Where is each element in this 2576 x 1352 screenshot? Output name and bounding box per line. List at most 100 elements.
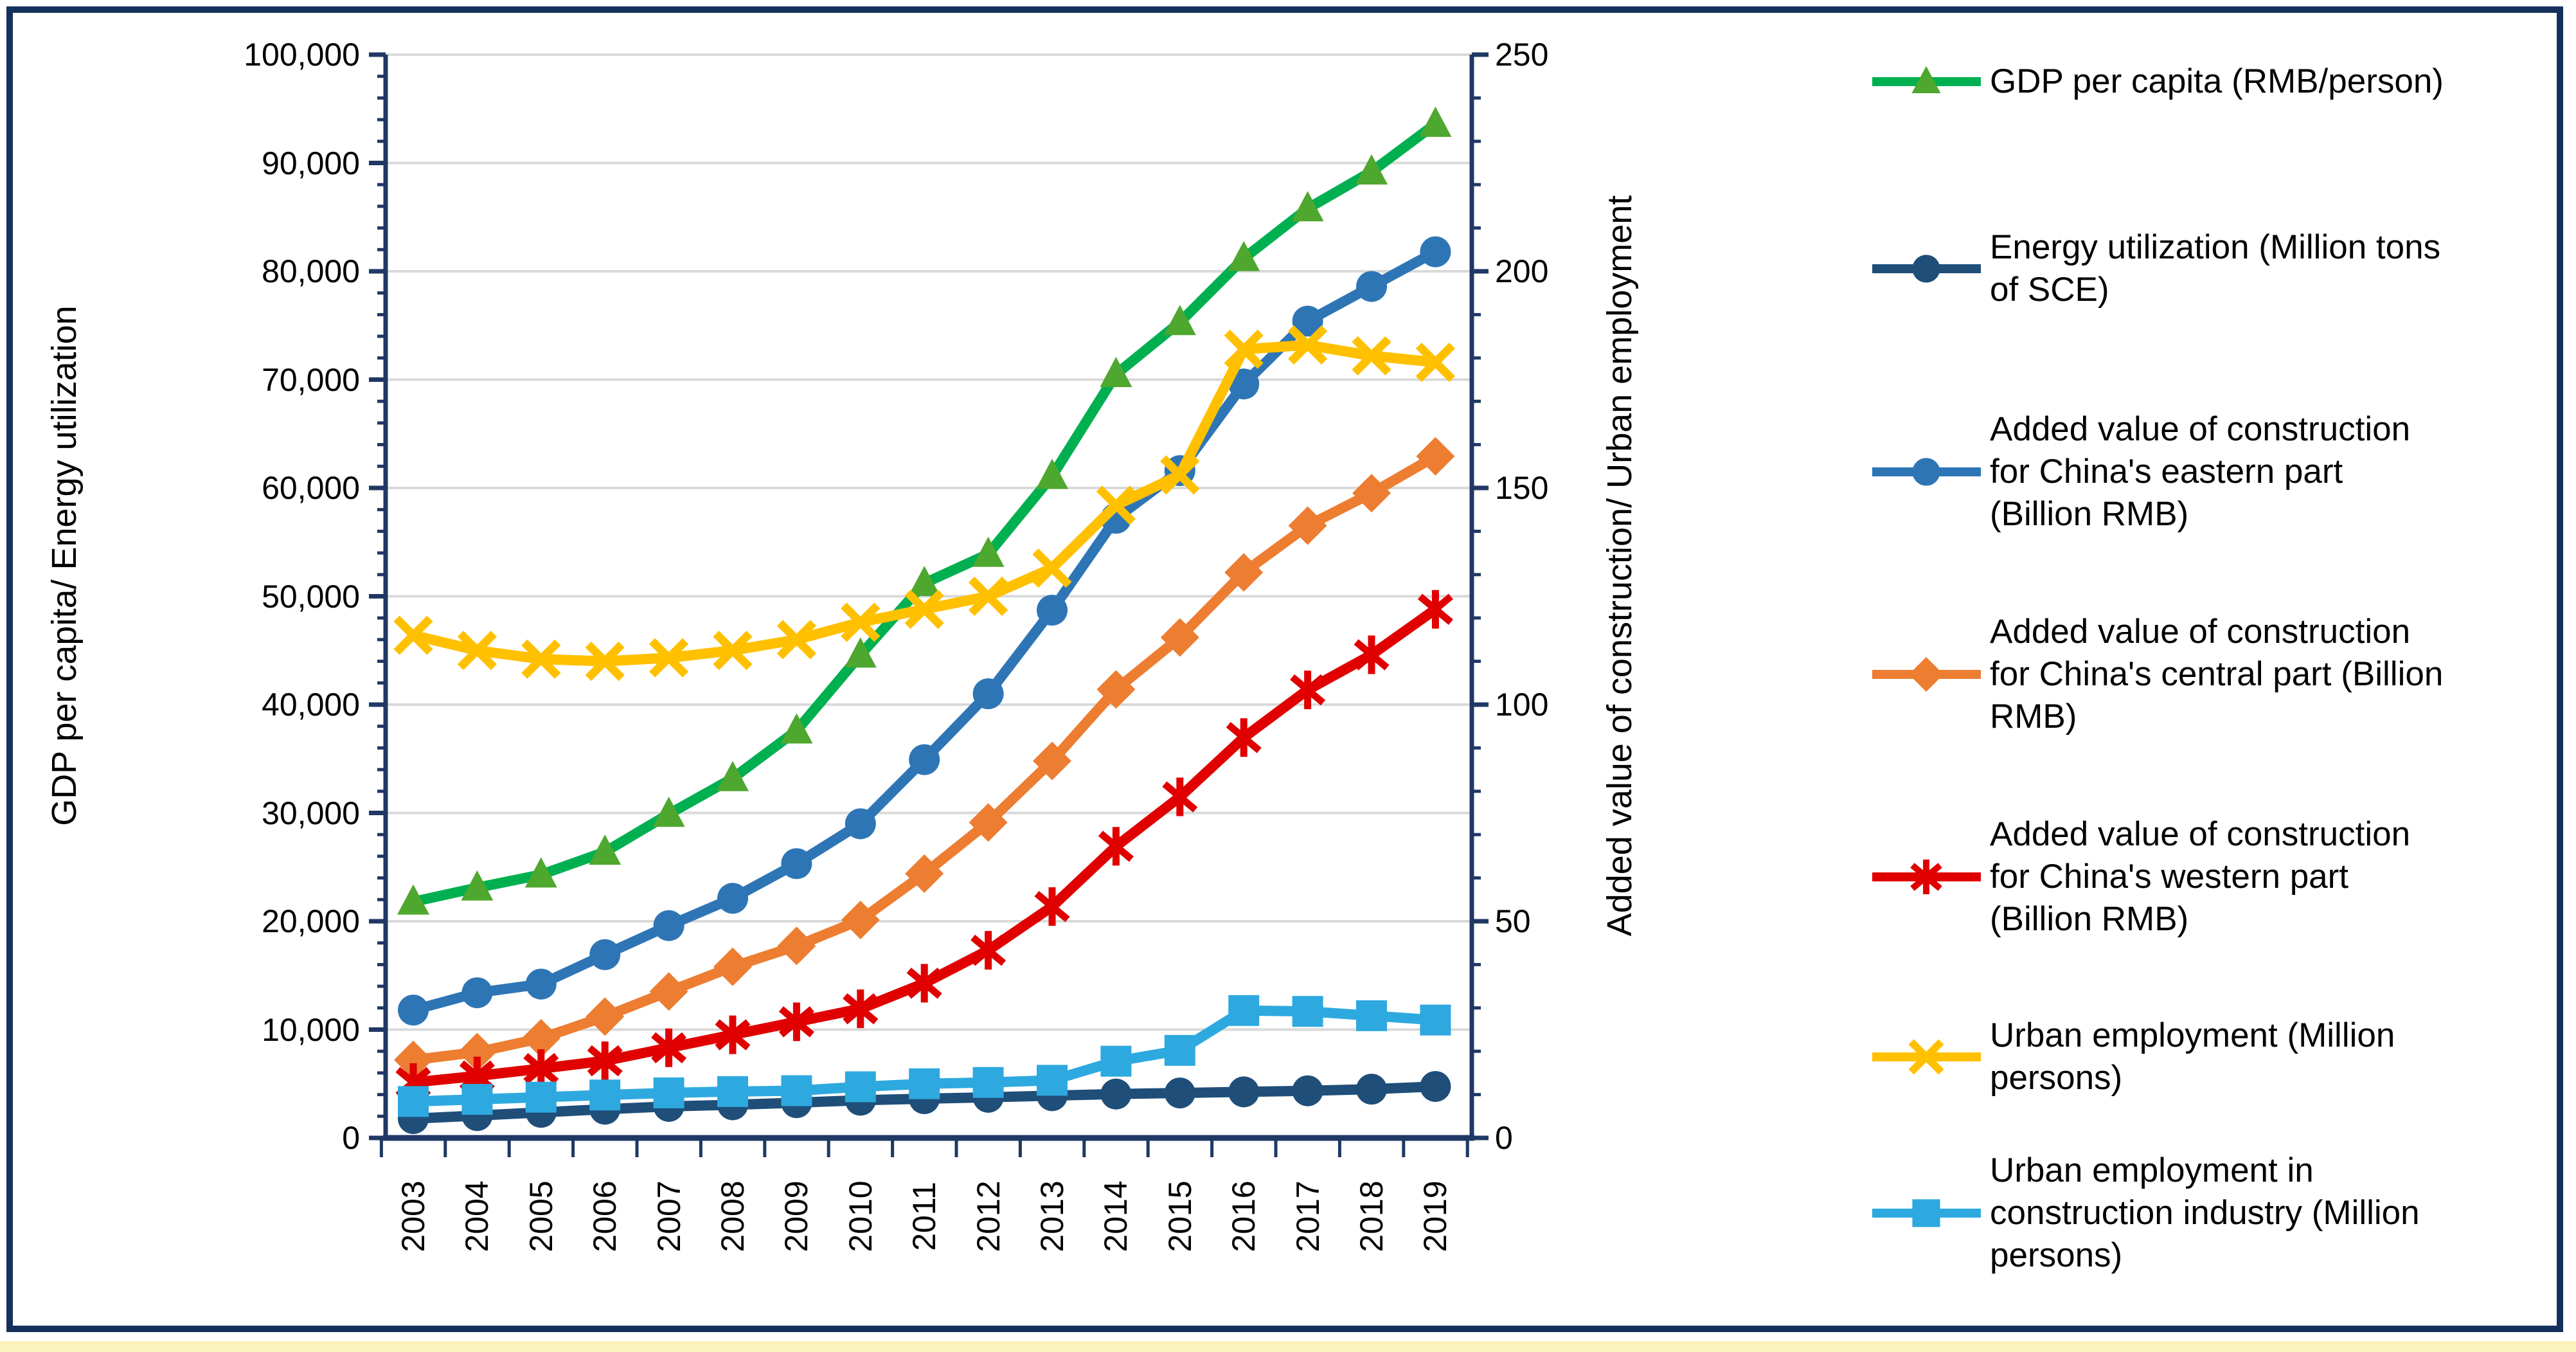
triangle-marker	[652, 797, 685, 827]
circle-marker	[1292, 1075, 1323, 1106]
line	[587, 1045, 623, 1077]
left-tick-label: 90,000	[262, 145, 360, 181]
series-6	[398, 995, 1451, 1117]
line	[776, 620, 816, 660]
square-marker	[1420, 1004, 1451, 1036]
legend-label: Urban employment (Million persons)	[1990, 1016, 2395, 1097]
circle-marker	[1356, 271, 1387, 302]
left-tick-label: 80,000	[262, 253, 360, 289]
line	[651, 1032, 687, 1064]
circle-marker	[1912, 458, 1940, 486]
left-tick-label: 20,000	[262, 903, 360, 939]
diamond-marker	[969, 803, 1008, 842]
year-label-2014: 2014	[1098, 1180, 1134, 1252]
circle-marker	[909, 744, 940, 775]
asterisk-marker	[523, 1049, 559, 1088]
square-marker	[461, 1084, 493, 1115]
line	[1226, 721, 1262, 753]
circle-marker	[1228, 1076, 1260, 1108]
x-marker	[1032, 548, 1072, 588]
legend-marker-asterisk-icon	[1867, 854, 1986, 899]
asterisk-marker	[1417, 590, 1453, 629]
series-line-2	[408, 246, 1441, 1016]
asterisk-marker	[906, 964, 942, 1003]
series-4	[395, 590, 1453, 1102]
circle-marker	[1292, 305, 1323, 337]
x-marker	[904, 590, 944, 629]
triangle-marker	[524, 857, 557, 888]
line	[1417, 593, 1453, 625]
line	[904, 590, 944, 629]
legend-label: GDP per capita (RMB/person)	[1990, 62, 2444, 100]
diamond-marker	[1160, 618, 1199, 657]
square-marker	[909, 1068, 940, 1099]
right-tick-label: 200	[1495, 253, 1549, 289]
asterisk-marker	[1910, 860, 1942, 894]
year-label-2012: 2012	[970, 1180, 1006, 1252]
legend-marker-triangle-icon	[1867, 59, 1986, 104]
line	[1415, 342, 1455, 383]
x-marker	[649, 638, 689, 678]
square-marker	[1292, 996, 1323, 1027]
triangle-marker	[461, 870, 494, 901]
triangle-marker	[844, 637, 877, 668]
asterisk-marker	[778, 1002, 814, 1041]
diamond-marker	[649, 972, 688, 1011]
line	[585, 642, 625, 681]
asterisk-marker	[1290, 671, 1326, 710]
diamond-marker	[521, 1018, 560, 1058]
square-marker	[781, 1075, 812, 1106]
line	[1908, 1039, 1944, 1075]
right-tick-label: 100	[1495, 687, 1549, 723]
diamond-marker	[905, 854, 944, 893]
line	[521, 639, 561, 679]
circle-marker	[589, 939, 621, 970]
square-marker	[398, 1086, 429, 1117]
x-marker	[841, 602, 881, 642]
year-label-2015: 2015	[1161, 1180, 1198, 1252]
circle-marker	[972, 678, 1004, 710]
diamond-marker	[1288, 506, 1327, 545]
diamond-marker	[1096, 670, 1136, 709]
legend-label: Added value of construction for China's …	[1990, 613, 2444, 735]
series-line-0	[408, 118, 1441, 907]
legend-item-6: Urban employment in construction industr…	[1867, 1149, 2555, 1277]
left-tick-label: 100,000	[244, 37, 360, 73]
square-marker	[717, 1076, 748, 1107]
diamond-marker	[1352, 474, 1391, 513]
left-tick-label: 40,000	[262, 687, 360, 723]
line	[1288, 325, 1328, 365]
year-label-2006: 2006	[587, 1180, 623, 1252]
axes-lines	[369, 52, 1489, 1157]
x-marker	[1160, 455, 1200, 495]
square-marker	[525, 1081, 557, 1113]
circle-marker	[1228, 368, 1260, 400]
circle-marker	[1912, 255, 1940, 283]
triangle-marker	[717, 761, 749, 791]
asterisk-marker	[1034, 887, 1070, 926]
year-label-2003: 2003	[395, 1180, 431, 1252]
year-label-2004: 2004	[459, 1180, 496, 1252]
legend-item-5: Urban employment (Million persons)	[1867, 1014, 2555, 1099]
line	[843, 993, 879, 1025]
year-label-2019: 2019	[1417, 1180, 1454, 1252]
legend-label: Urban employment in construction industr…	[1990, 1151, 2420, 1274]
left-tick-label: 30,000	[262, 795, 360, 831]
x-marker	[585, 642, 625, 681]
legend-label: Energy utilization (Million tons of SCE)	[1990, 228, 2441, 309]
x-marker	[521, 639, 561, 679]
triangle-marker	[1100, 357, 1132, 388]
square-marker	[1228, 995, 1260, 1026]
asterisk-marker	[1162, 777, 1198, 816]
left-tick-label: 70,000	[262, 361, 360, 398]
year-label-2008: 2008	[715, 1180, 751, 1252]
asterisk-marker	[1098, 827, 1134, 866]
diamond-marker	[394, 1040, 433, 1079]
legend-label: Added value of construction for China's …	[1990, 410, 2411, 533]
left-tick-label: 50,000	[262, 578, 360, 615]
left-tick-label: 10,000	[262, 1011, 360, 1048]
line	[1910, 863, 1942, 891]
circle-marker	[1037, 595, 1068, 626]
